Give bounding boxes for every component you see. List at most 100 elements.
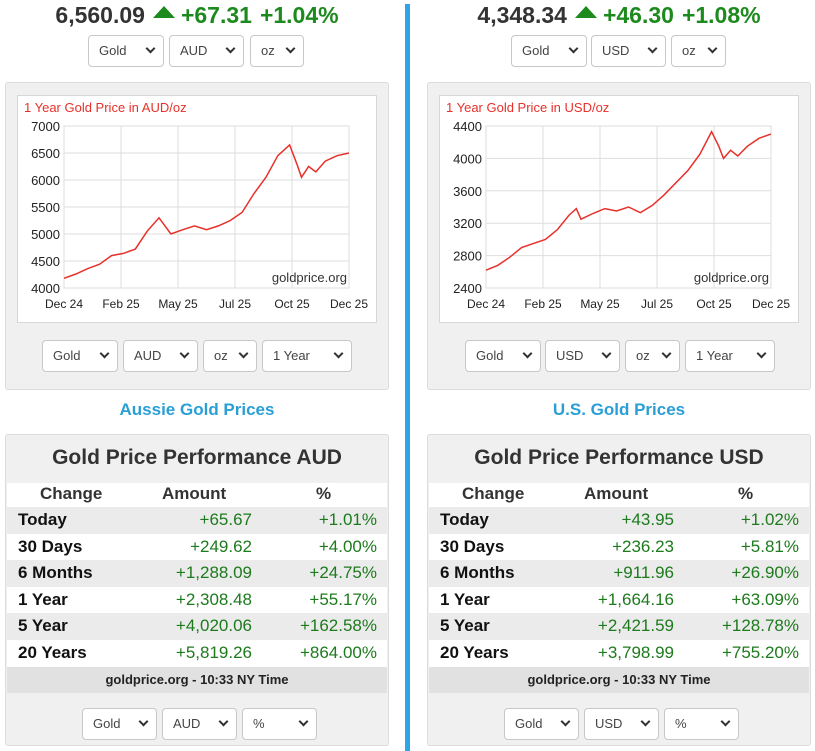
price-change-percent: +1.04%: [259, 2, 339, 28]
x-tick-label: Dec 25: [330, 297, 368, 311]
series-line: [63, 143, 350, 280]
chart-title: 1 Year Gold Price in USD/oz: [446, 100, 609, 115]
price-chart: 1 Year Gold Price in AUD/oz 4000 4500 5000 5…: [17, 95, 377, 323]
table-row: Today +43.95 +1.02%: [429, 507, 809, 534]
spot-price: 4,348.34: [477, 2, 567, 28]
x-tick-label: May 25: [158, 297, 198, 311]
perf-metal-select[interactable]: Gold: [82, 708, 157, 740]
y-tick-label: 6500: [31, 146, 60, 161]
price-change-percent: +1.08%: [681, 2, 761, 28]
y-tick-label: 5500: [31, 200, 60, 215]
y-tick-label: 3200: [453, 216, 482, 231]
header-percent: %: [316, 484, 332, 503]
chart-unit-select[interactable]: oz: [625, 340, 680, 372]
chart-currency-select[interactable]: USD: [545, 340, 620, 372]
y-tick-label: 6000: [31, 173, 60, 188]
chevron-down-icon: [99, 348, 110, 359]
chart-period-select[interactable]: 1 Year: [262, 340, 352, 372]
y-tick-label: 2800: [453, 249, 482, 264]
performance-footer: goldprice.org - 10:33 NY Time: [7, 667, 387, 693]
table-row: 30 Days +249.62 +4.00%: [7, 533, 387, 561]
x-tick-label: Feb 25: [524, 297, 562, 311]
price-change: +67.31: [180, 2, 252, 28]
performance-title: Gold Price Performance AUD: [52, 446, 342, 469]
metal-select[interactable]: Gold: [88, 35, 164, 67]
up-arrow-icon: [574, 6, 597, 18]
y-tick-label: 4000: [453, 151, 482, 166]
price-ticker: 4,348.34 +46.30 +1.08%: [427, 2, 811, 29]
y-tick-label: 4000: [31, 281, 60, 296]
y-tick-label: 7000: [31, 119, 60, 134]
spot-price: 6,560.09: [55, 2, 145, 28]
performance-rows: Today +65.67 +1.01% 30 Days +249.62 +4.00% 6…: [7, 507, 387, 667]
x-tick-label: Oct 25: [274, 297, 310, 311]
header-percent: %: [738, 484, 754, 503]
currency-select[interactable]: AUD: [169, 35, 244, 67]
chart-metal-select[interactable]: Gold: [42, 340, 118, 372]
table-row: 1 Year +2,308.48 +55.17%: [7, 586, 387, 614]
performance-header: Change Amount %: [7, 483, 387, 507]
table-row: 20 Years +5,819.26 +864.00%: [7, 639, 387, 667]
us-gold-prices-link[interactable]: U.S. Gold Prices: [552, 400, 686, 419]
table-row: Today +65.67 +1.01%: [7, 507, 387, 534]
table-row: 5 Year +2,421.59 +128.78%: [429, 613, 809, 640]
price-change: +46.30: [602, 2, 674, 28]
performance-title: Gold Price Performance USD: [474, 446, 764, 469]
price-chart-svg: 1 Year Gold Price in AUD/oz 4000 4500 5000 5…: [24, 100, 368, 311]
y-tick-label: 3600: [453, 184, 482, 199]
metal-select[interactable]: Gold: [511, 35, 587, 67]
chevron-down-icon: [601, 348, 612, 359]
x-tick-label: Dec 24: [45, 297, 83, 311]
series-line: [485, 130, 772, 271]
x-tick-label: May 25: [580, 297, 620, 311]
price-ticker: 6,560.09 +67.31 +1.04%: [5, 2, 389, 29]
perf-currency-select[interactable]: AUD: [162, 708, 237, 740]
column-divider: [405, 4, 410, 751]
x-tick-label: Oct 25: [696, 297, 732, 311]
performance-header: Change Amount %: [429, 483, 809, 507]
unit-select[interactable]: oz: [250, 35, 304, 67]
chevron-down-icon: [298, 716, 309, 727]
table-row: 30 Days +236.23 +5.81%: [429, 533, 809, 561]
x-tick-label: Jul 25: [641, 297, 673, 311]
x-tick-label: Jul 25: [219, 297, 251, 311]
chevron-down-icon: [179, 348, 190, 359]
header-change: Change: [40, 484, 103, 503]
performance-card: Gold Price Performance USD Change Amount…: [427, 434, 811, 746]
chart-card: 1 Year Gold Price in USD/oz 2400 2800 3200 3…: [427, 82, 811, 390]
perf-unit-select[interactable]: %: [664, 708, 739, 740]
performance-rows: Today +43.95 +1.02% 30 Days +236.23 +5.81% 6…: [429, 507, 809, 667]
chevron-down-icon: [647, 43, 658, 54]
header-change: Change: [462, 484, 525, 503]
x-tick-label: Dec 24: [467, 297, 505, 311]
perf-currency-select[interactable]: USD: [584, 708, 659, 740]
chart-unit-select[interactable]: oz: [203, 340, 257, 372]
header-amount: Amount: [584, 484, 649, 503]
chevron-down-icon: [640, 716, 651, 727]
table-row: 20 Years +3,798.99 +755.20%: [429, 639, 809, 667]
chevron-down-icon: [522, 348, 533, 359]
chevron-down-icon: [707, 43, 718, 54]
chevron-down-icon: [218, 716, 229, 727]
chart-period-select[interactable]: 1 Year: [685, 340, 775, 372]
chevron-down-icon: [333, 348, 344, 359]
chevron-down-icon: [225, 43, 236, 54]
price-chart-svg: 1 Year Gold Price in USD/oz 2400 2800 3200 3…: [446, 100, 790, 311]
chart-currency-select[interactable]: AUD: [123, 340, 198, 372]
chevron-down-icon: [145, 43, 156, 54]
y-tick-label: 4400: [453, 119, 482, 134]
chart-metal-select[interactable]: Gold: [465, 340, 541, 372]
chart-card: 1 Year Gold Price in AUD/oz 4000 4500 5000 5…: [5, 82, 389, 390]
up-arrow-icon: [152, 6, 175, 18]
table-row: 6 Months +911.96 +26.90%: [429, 560, 809, 587]
aussie-gold-prices-link[interactable]: Aussie Gold Prices: [119, 400, 275, 419]
header-amount: Amount: [162, 484, 227, 503]
perf-unit-select[interactable]: %: [242, 708, 317, 740]
perf-metal-select[interactable]: Gold: [504, 708, 579, 740]
chevron-down-icon: [661, 348, 672, 359]
chart-watermark: goldprice.org: [694, 270, 769, 285]
x-tick-label: Feb 25: [102, 297, 140, 311]
chevron-down-icon: [560, 716, 571, 727]
currency-select[interactable]: USD: [591, 35, 666, 67]
unit-select[interactable]: oz: [671, 35, 726, 67]
